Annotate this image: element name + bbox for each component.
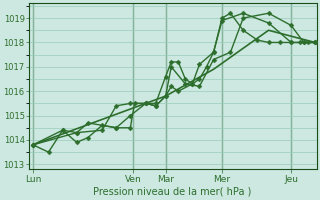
X-axis label: Pression niveau de la mer( hPa ): Pression niveau de la mer( hPa ) bbox=[93, 187, 252, 197]
